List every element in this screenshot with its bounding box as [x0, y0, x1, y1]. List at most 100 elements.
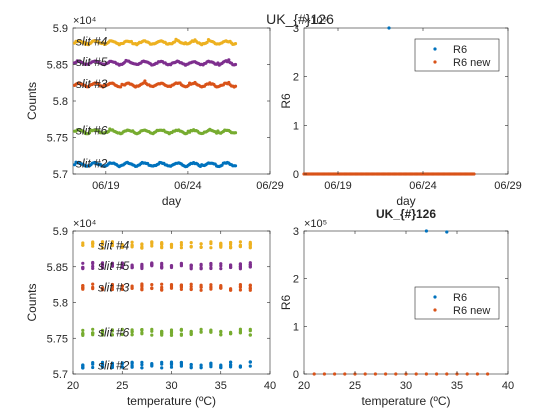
point-slit6: [131, 328, 134, 331]
point-slit4: [91, 242, 94, 245]
point-R6-new: [415, 372, 418, 375]
point-slit4: [249, 242, 252, 245]
point-slit6: [239, 331, 242, 334]
x-axis-label: day: [162, 194, 181, 208]
x-tick-label: 35: [451, 380, 463, 392]
point-slit6: [234, 131, 237, 134]
point-slit2: [200, 364, 203, 367]
point-slit6: [150, 328, 153, 331]
point-slit6: [140, 332, 143, 335]
point-slit5: [150, 262, 153, 265]
point-slit3: [239, 285, 242, 288]
point-slit4: [219, 242, 222, 245]
point-slit4: [200, 242, 203, 245]
point-slit4: [170, 245, 173, 248]
point-slit4: [190, 241, 193, 244]
point-slit6: [229, 332, 232, 335]
point-slit4: [150, 244, 153, 247]
point-R6: [425, 229, 428, 232]
point-R6-new: [333, 372, 336, 375]
point-slit4: [249, 245, 252, 248]
y-tick-label: 1: [293, 321, 299, 333]
point-slit2: [160, 363, 163, 366]
point-slit5: [209, 267, 212, 270]
point-slit4: [81, 244, 84, 247]
annotation-label: slit #2: [98, 358, 130, 372]
axes-frame: [73, 28, 270, 174]
point-slit2: [209, 362, 212, 365]
point-slit5: [239, 263, 242, 266]
y-axis-label: R6: [279, 295, 293, 311]
point-slit5: [81, 266, 84, 269]
subplot-title: UK_{#}126: [376, 207, 436, 221]
point-slit3: [140, 282, 143, 285]
point-slit2: [234, 164, 237, 167]
point-R6-new: [374, 372, 377, 375]
point-R6-new: [394, 372, 397, 375]
y-tick-label: 2: [293, 274, 299, 286]
x-tick-label: 35: [215, 380, 227, 392]
point-slit3: [200, 286, 203, 289]
x-tick-label: 06/29: [494, 180, 522, 192]
point-slit4: [234, 42, 237, 45]
point-slit5: [81, 262, 84, 265]
point-slit2: [229, 365, 232, 368]
x-tick-label: 06/29: [256, 180, 284, 192]
point-slit5: [219, 267, 222, 270]
point-slit3: [160, 288, 163, 291]
point-slit4: [190, 245, 193, 248]
point-R6-new: [466, 372, 469, 375]
point-slit2: [91, 361, 94, 364]
point-slit3: [229, 289, 232, 292]
point-slit6: [180, 329, 183, 332]
point-slit3: [170, 283, 173, 286]
x-tick-label: 06/24: [174, 180, 202, 192]
point-slit6: [140, 328, 143, 331]
y-tick-label: 5.75: [47, 133, 68, 145]
point-slit6: [180, 334, 183, 337]
point-slit4: [131, 241, 134, 244]
point-slit6: [200, 330, 203, 333]
point-slit3: [160, 283, 163, 286]
y-tick-label: 3: [293, 226, 299, 238]
x-tick-label: 06/19: [92, 180, 120, 192]
point-slit2: [190, 365, 193, 368]
point-slit3: [81, 288, 84, 291]
y-tick-label: 0: [293, 369, 299, 381]
x-tick-label: 40: [264, 380, 276, 392]
y-tick-label: 2: [293, 72, 299, 84]
point-slit4: [140, 242, 143, 245]
point-slit2: [160, 366, 163, 369]
y-tick-label: 5.9: [53, 226, 68, 238]
point-slit3: [150, 287, 153, 290]
legend-label: R6 new: [453, 305, 490, 317]
y-tick-label: 0: [293, 169, 299, 181]
axes-frame: [73, 231, 270, 374]
point-slit4: [209, 246, 212, 249]
legend-label: R6: [453, 44, 467, 56]
point-slit5: [249, 261, 252, 264]
y-axis-label: Counts: [25, 283, 39, 321]
point-slit4: [160, 245, 163, 248]
point-slit5: [219, 264, 222, 267]
point-slit6: [219, 330, 222, 333]
point-slit6: [160, 334, 163, 337]
legend-marker: [433, 47, 436, 50]
point-slit3: [249, 284, 252, 287]
point-slit5: [180, 263, 183, 266]
y-tick-label: 3: [293, 23, 299, 35]
point-slit2: [170, 362, 173, 365]
point-slit2: [131, 361, 134, 364]
subplot-3: 20 25 30 35 405.75.755.85.855.9×10⁴temperatu…: [25, 218, 276, 408]
point-slit4: [140, 245, 143, 248]
point-slit3: [131, 285, 134, 288]
x-tick-label: 06/19: [324, 180, 352, 192]
point-slit3: [190, 288, 193, 291]
point-slit2: [131, 365, 134, 368]
point-slit6: [249, 329, 252, 332]
point-slit5: [91, 261, 94, 264]
point-slit6: [81, 333, 84, 336]
point-R6: [445, 230, 448, 233]
y-tick-label: 1: [293, 120, 299, 132]
